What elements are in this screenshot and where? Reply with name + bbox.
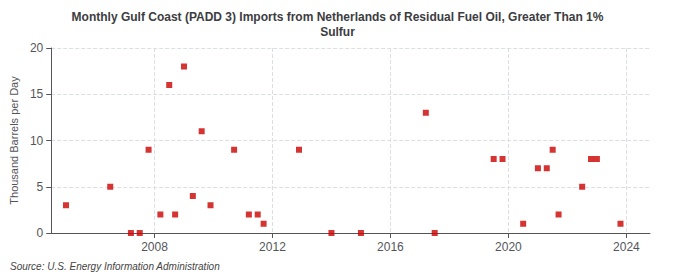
svg-text:2020: 2020 xyxy=(495,240,522,254)
svg-text:Thousand Barrels per Day: Thousand Barrels per Day xyxy=(8,76,20,205)
svg-text:Sulfur: Sulfur xyxy=(320,25,355,39)
svg-text:5: 5 xyxy=(37,180,44,194)
svg-text:0: 0 xyxy=(37,226,44,240)
svg-text:2008: 2008 xyxy=(141,240,168,254)
svg-text:10: 10 xyxy=(30,134,44,148)
svg-text:20: 20 xyxy=(30,41,44,55)
svg-text:15: 15 xyxy=(30,87,44,101)
svg-text:Source: U.S. Energy Informatio: Source: U.S. Energy Information Administ… xyxy=(10,261,220,272)
svg-text:2024: 2024 xyxy=(613,240,640,254)
svg-text:2016: 2016 xyxy=(377,240,404,254)
svg-text:2012: 2012 xyxy=(259,240,286,254)
svg-text:Monthly Gulf Coast (PADD 3) Im: Monthly Gulf Coast (PADD 3) Imports from… xyxy=(72,10,604,24)
